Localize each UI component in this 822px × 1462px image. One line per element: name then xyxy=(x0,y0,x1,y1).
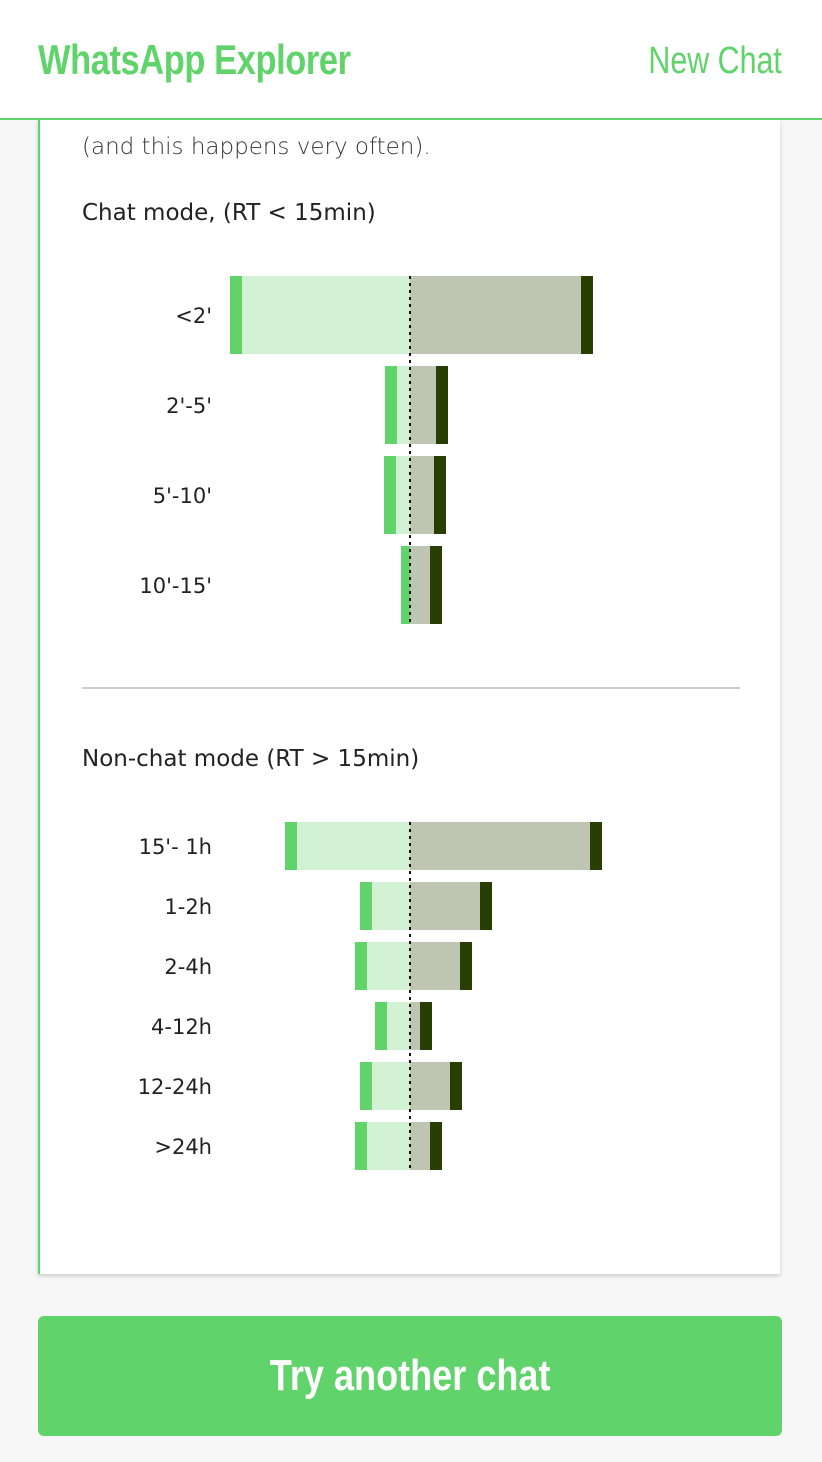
bar-left-edge xyxy=(355,1122,367,1170)
try-another-chat-button[interactable]: Try another chat xyxy=(38,1316,782,1436)
bar-right-edge xyxy=(430,1122,442,1170)
app-title[interactable]: WhatsApp Explorer xyxy=(38,36,351,83)
row-label: 15'- 1h xyxy=(139,835,212,859)
row-label: 12-24h xyxy=(138,1075,212,1099)
try-another-chat-label: Try another chat xyxy=(269,1351,551,1400)
bar-right xyxy=(410,276,581,354)
results-card: (and this happens very often). Chat mode… xyxy=(38,120,780,1274)
bar-right xyxy=(410,882,480,930)
row-label: 2-4h xyxy=(164,955,212,979)
bar-right xyxy=(410,1002,420,1050)
bar-right xyxy=(410,546,430,624)
bar-row: >24h xyxy=(154,1122,442,1170)
non-chat-mode-chart: 15'- 1h 1-2h 2-4h 4-12h 12-24h >24h xyxy=(138,822,602,1170)
row-label: 10'-15' xyxy=(139,574,212,598)
bar-row: 12-24h xyxy=(138,1062,462,1110)
row-label: 1-2h xyxy=(164,895,212,919)
bar-right-edge xyxy=(460,942,472,990)
bar-left-edge xyxy=(360,882,372,930)
bar-right-edge xyxy=(450,1062,462,1110)
new-chat-link[interactable]: New Chat xyxy=(648,40,782,82)
bar-left-edge xyxy=(375,1002,387,1050)
bar-row: 2-4h xyxy=(164,942,472,990)
bar-row: 4-12h xyxy=(151,1002,432,1050)
bar-left xyxy=(230,276,410,354)
row-label: <2' xyxy=(175,304,212,328)
app-header: WhatsApp Explorer New Chat xyxy=(0,0,822,120)
intro-text: (and this happens very often). xyxy=(82,134,431,160)
bar-left-edge xyxy=(230,276,242,354)
bar-right-edge xyxy=(420,1002,432,1050)
bar-right xyxy=(410,1062,450,1110)
non-chat-mode-title: Non-chat mode (RT > 15min) xyxy=(82,746,420,772)
chat-mode-title: Chat mode, (RT < 15min) xyxy=(82,200,376,226)
row-label: 4-12h xyxy=(151,1015,212,1039)
bar-row: 1-2h xyxy=(164,882,492,930)
bar-right-edge xyxy=(581,276,593,354)
row-label: 2'-5' xyxy=(166,394,212,418)
row-label: >24h xyxy=(154,1135,212,1159)
bar-left-edge xyxy=(384,456,396,534)
bar-right xyxy=(410,822,590,870)
bar-right xyxy=(410,366,436,444)
bar-right-edge xyxy=(436,366,448,444)
bar-row: <2' xyxy=(175,276,593,354)
bar-right-edge xyxy=(430,546,442,624)
section-divider xyxy=(82,687,740,689)
bar-row: 15'- 1h xyxy=(139,822,602,870)
bar-row: 10'-15' xyxy=(139,546,442,624)
bar-right-edge xyxy=(480,882,492,930)
bar-right xyxy=(410,456,434,534)
bar-right xyxy=(410,942,460,990)
bar-left-edge xyxy=(385,366,397,444)
bar-row: 5'-10' xyxy=(153,456,446,534)
bar-right-edge xyxy=(434,456,446,534)
bar-left-edge xyxy=(355,942,367,990)
row-label: 5'-10' xyxy=(153,484,212,508)
bar-left-edge xyxy=(285,822,297,870)
bar-row: 2'-5' xyxy=(166,366,448,444)
chat-mode-chart: <2' 2'-5' 5'-10' 10'-15' xyxy=(139,276,593,624)
bar-left xyxy=(285,822,410,870)
bar-right-edge xyxy=(590,822,602,870)
bar-left-edge xyxy=(360,1062,372,1110)
bar-right xyxy=(410,1122,430,1170)
